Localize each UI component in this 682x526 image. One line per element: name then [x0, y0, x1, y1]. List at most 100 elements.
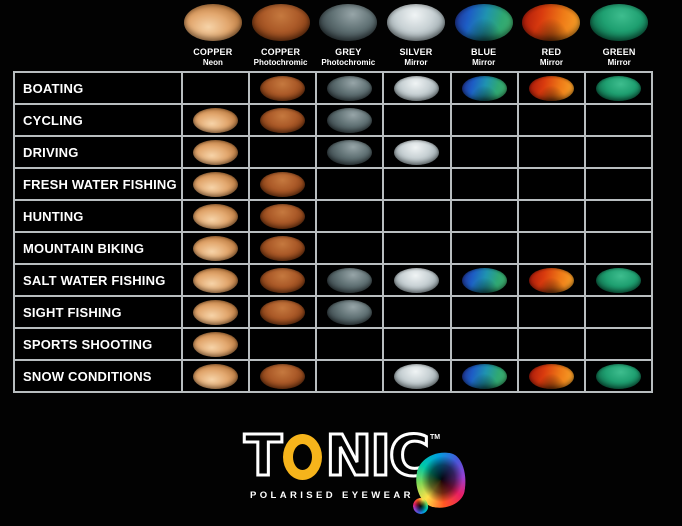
matrix-cell: [518, 297, 584, 327]
matrix-cell: [384, 361, 450, 391]
lens-column-header-green-mirror: GREEN Mirror: [585, 4, 653, 68]
matrix-cell: [317, 105, 383, 135]
lens-column-header-silver-mirror: SILVER Mirror: [382, 4, 450, 68]
copper-photochromic-lens-dot-icon: [260, 203, 306, 229]
row-label: MOUNTAIN BIKING: [15, 233, 181, 263]
matrix-cell: [585, 361, 651, 391]
copper-neon-lens-dot-icon: [193, 235, 239, 261]
grey-photochromic-lens-dot-icon: [327, 299, 373, 325]
matrix-cell: [451, 265, 517, 295]
lens-column-header-red-mirror: RED Mirror: [518, 4, 586, 68]
lens-column-name: GREY: [335, 47, 362, 57]
matrix-cell: [585, 265, 651, 295]
copper-photochromic-lens-dot-icon: [260, 171, 306, 197]
matrix-cell: [518, 265, 584, 295]
matrix-cell: [183, 233, 249, 263]
lens-column-subname: Mirror: [539, 57, 563, 67]
matrix-cell: [384, 265, 450, 295]
red-mirror-lens-dot-icon: [528, 75, 574, 101]
matrix-cell: [384, 137, 450, 167]
grey-photochromic-lens-dot-icon: [327, 139, 373, 165]
matrix-cell: [518, 361, 584, 391]
matrix-cell: [183, 297, 249, 327]
row-label: FRESH WATER FISHING: [15, 169, 181, 199]
matrix-cell: [384, 105, 450, 135]
matrix-cell: [585, 297, 651, 327]
grey-photochromic-lens-dot-icon: [327, 267, 373, 293]
matrix-cell: [183, 201, 249, 231]
matrix-cell: [518, 169, 584, 199]
matrix-cell: [250, 137, 316, 167]
blue-mirror-lens-dot-icon: [461, 75, 507, 101]
copper-neon-lens-dot-icon: [193, 299, 239, 325]
silver-mirror-lens-dot-icon: [394, 363, 440, 389]
matrix-cell: [384, 169, 450, 199]
copper-neon-lens-dot-icon: [193, 363, 239, 389]
matrix-cell: [317, 361, 383, 391]
matrix-cell: [518, 201, 584, 231]
matrix-cell: [317, 201, 383, 231]
lens-column-subname: Mirror: [404, 57, 428, 67]
matrix-cell: [585, 137, 651, 167]
matrix-cell: [585, 105, 651, 135]
green-mirror-lens-dot-icon: [595, 75, 641, 101]
matrix-cell: [585, 169, 651, 199]
matrix-cell: [317, 265, 383, 295]
matrix-cell: [250, 329, 316, 359]
logo-letter-t: T: [242, 424, 283, 489]
lens-column-header-copper-photochromic: COPPER Photochromic: [247, 4, 315, 68]
row-label: SALT WATER FISHING: [15, 265, 181, 295]
lens-column-name: SILVER: [399, 47, 433, 57]
blue-mirror-lens-dot-icon: [461, 267, 507, 293]
lens-column-header-grey-photochromic: GREY Photochromic: [314, 4, 382, 68]
grey-photochromic-lens-dot-icon: [327, 75, 373, 101]
matrix-cell: [317, 137, 383, 167]
lens-column-name: GREEN: [602, 47, 636, 57]
row-label: HUNTING: [15, 201, 181, 231]
matrix-cell: [250, 233, 316, 263]
matrix-cell: [518, 105, 584, 135]
matrix-cell: [250, 73, 316, 103]
matrix-cell: [384, 201, 450, 231]
logo-letters-nic: NIC: [324, 424, 432, 489]
copper-photochromic-lens-icon: [251, 4, 310, 41]
matrix-cell: [384, 297, 450, 327]
lens-column-header-copper-neon: COPPER Neon: [179, 4, 247, 68]
matrix-cell: [317, 73, 383, 103]
row-label: SIGHT FISHING: [15, 297, 181, 327]
matrix-cell: [183, 169, 249, 199]
row-label: DRIVING: [15, 137, 181, 167]
matrix-cell: [183, 329, 249, 359]
red-mirror-lens-icon: [522, 4, 581, 41]
logo-tagline: POLARISED EYEWEAR: [250, 490, 414, 501]
matrix-cell: [250, 105, 316, 135]
copper-photochromic-lens-dot-icon: [260, 75, 306, 101]
silver-mirror-lens-dot-icon: [394, 267, 440, 293]
copper-neon-lens-dot-icon: [193, 331, 239, 357]
row-label: SPORTS SHOOTING: [15, 329, 181, 359]
lens-column-subname: Neon: [202, 57, 223, 67]
matrix-cell: [518, 137, 584, 167]
copper-photochromic-lens-dot-icon: [260, 235, 306, 261]
matrix-cell: [585, 233, 651, 263]
matrix-cell: [451, 105, 517, 135]
green-mirror-lens-dot-icon: [595, 267, 641, 293]
matrix-cell: [585, 201, 651, 231]
matrix-cell: [451, 73, 517, 103]
copper-photochromic-lens-dot-icon: [260, 299, 306, 325]
matrix-cell: [317, 169, 383, 199]
copper-neon-lens-dot-icon: [193, 139, 239, 165]
grey-photochromic-lens-dot-icon: [327, 107, 373, 133]
matrix-cell: [451, 361, 517, 391]
matrix-cell: [317, 233, 383, 263]
matrix-cell: [183, 137, 249, 167]
matrix-cell: [451, 137, 517, 167]
row-label: CYCLING: [15, 105, 181, 135]
copper-neon-lens-icon: [183, 4, 242, 41]
copper-neon-lens-dot-icon: [193, 203, 239, 229]
lens-column-name: RED: [541, 47, 562, 57]
lens-column-subname: Mirror: [472, 57, 496, 67]
matrix-cell: [585, 329, 651, 359]
matrix-cell: [451, 169, 517, 199]
